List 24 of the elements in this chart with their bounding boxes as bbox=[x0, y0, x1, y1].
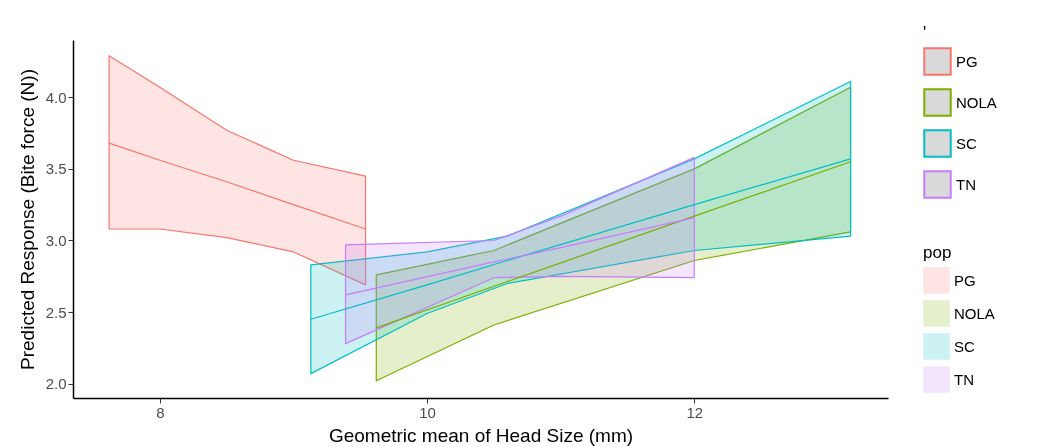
line-series bbox=[344, 216, 695, 296]
legend-label: NOLA bbox=[954, 304, 995, 322]
x-tick-label: 12 bbox=[686, 403, 704, 421]
legend-label: SC bbox=[954, 337, 975, 355]
y-tick-label: 3.0 bbox=[45, 231, 67, 249]
legend-label: TN bbox=[956, 175, 976, 193]
text: NOLA bbox=[956, 93, 997, 111]
x-tick-label: 8 bbox=[156, 403, 165, 421]
line-series bbox=[108, 142, 367, 230]
y-tick-label: 3.5 bbox=[45, 160, 67, 178]
legend-title: pop bbox=[923, 243, 952, 262]
text: TN bbox=[954, 370, 974, 388]
x-tick-label: 10 bbox=[419, 403, 436, 421]
y-tick-label: 2.0 bbox=[45, 375, 67, 393]
line-series bbox=[310, 158, 852, 320]
y-axis-title: Predicted Response (Bite force (N)) bbox=[16, 69, 38, 370]
y-tick-label: 4.0 bbox=[45, 88, 67, 106]
line-series bbox=[375, 161, 852, 329]
legend-label: PG bbox=[954, 271, 976, 289]
text: PG bbox=[956, 52, 978, 70]
x-axis-title: Geometric mean of Head Size (mm) bbox=[328, 424, 634, 446]
y-tick-label: 2.5 bbox=[45, 303, 67, 321]
text: SC bbox=[956, 134, 977, 152]
text: ' bbox=[923, 23, 927, 42]
